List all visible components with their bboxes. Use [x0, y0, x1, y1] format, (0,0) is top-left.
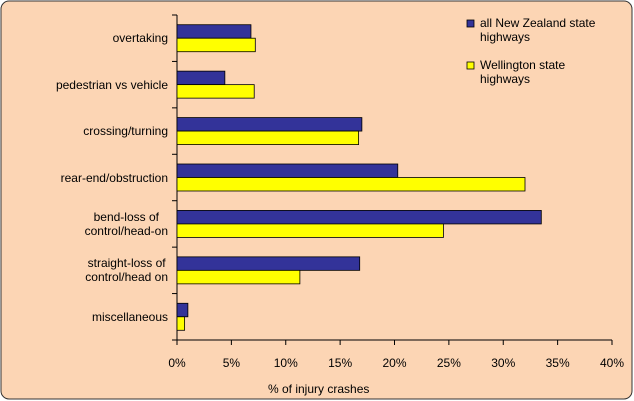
x-tick-label: 25%	[436, 356, 461, 370]
x-tick-label: 5%	[222, 356, 241, 370]
x-tick-label: 10%	[273, 356, 298, 370]
bar	[176, 269, 301, 285]
bar	[176, 163, 399, 178]
y-tick-label: crossing/turning	[83, 124, 168, 139]
y-tick-label: pedestrian vs vehicle	[55, 77, 168, 92]
bar	[176, 84, 255, 99]
y-tick-label: overtaking	[112, 31, 168, 46]
x-tick-label: 15%	[328, 356, 353, 370]
bar	[176, 70, 226, 86]
x-tick-label: 30%	[491, 356, 516, 370]
bar	[176, 117, 363, 132]
bar	[176, 177, 526, 192]
bar	[176, 130, 360, 145]
y-tick-label: bend-loss of control/head-on	[84, 209, 168, 238]
x-tick-label: 35%	[545, 356, 570, 370]
y-tick-label: straight-loss of control/head on	[85, 256, 168, 285]
legend-label: all New Zealand state highways	[480, 16, 596, 44]
x-tick-label: 0%	[168, 356, 186, 370]
bar	[176, 37, 256, 53]
x-tick-label: 40%	[599, 356, 625, 370]
y-tick-label: miscellaneous	[91, 309, 168, 324]
bar	[176, 24, 252, 39]
bar	[176, 256, 361, 271]
legend-label: Wellington state highways	[480, 58, 566, 86]
bar	[176, 223, 444, 238]
bar	[176, 302, 189, 318]
bar	[176, 210, 542, 225]
x-axis-title: % of injury crashes	[268, 382, 370, 396]
y-tick-label: rear-end/obstruction	[60, 170, 168, 185]
legend-swatch	[466, 19, 475, 28]
bar	[176, 316, 186, 331]
x-tick-label: 20%	[382, 356, 407, 370]
legend-swatch	[466, 61, 475, 70]
